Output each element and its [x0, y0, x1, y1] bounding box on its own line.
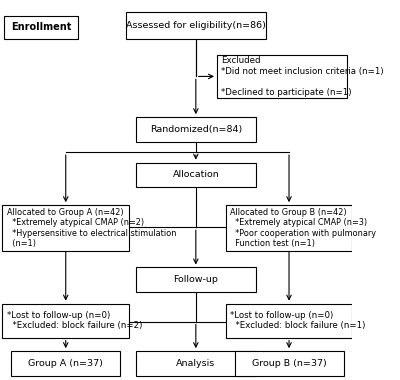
- Text: Follow-up: Follow-up: [174, 275, 218, 284]
- Text: Randomized(n=84): Randomized(n=84): [150, 125, 242, 134]
- FancyBboxPatch shape: [126, 12, 266, 38]
- Text: Group A (n=37): Group A (n=37): [28, 359, 103, 368]
- FancyBboxPatch shape: [136, 163, 256, 187]
- FancyBboxPatch shape: [136, 117, 256, 142]
- FancyBboxPatch shape: [226, 304, 352, 338]
- Text: Analysis: Analysis: [176, 359, 216, 368]
- Text: Excluded
*Did not meet inclusion criteria (n=1)

*Declined to participate (n=1): Excluded *Did not meet inclusion criteri…: [221, 56, 384, 97]
- Text: Assessed for eligibility(n=86): Assessed for eligibility(n=86): [126, 21, 266, 30]
- FancyBboxPatch shape: [136, 268, 256, 292]
- FancyBboxPatch shape: [2, 304, 129, 338]
- FancyBboxPatch shape: [226, 205, 352, 250]
- FancyBboxPatch shape: [136, 351, 256, 376]
- FancyBboxPatch shape: [11, 351, 120, 376]
- FancyBboxPatch shape: [4, 16, 78, 38]
- Text: Allocated to Group A (n=42)
  *Extremely atypical CMAP (n=2)
  *Hypersensitive t: Allocated to Group A (n=42) *Extremely a…: [7, 208, 176, 248]
- Text: *Lost to follow-up (n=0)
  *Excluded: block failure (n=2): *Lost to follow-up (n=0) *Excluded: bloc…: [7, 311, 142, 330]
- Text: Enrollment: Enrollment: [11, 22, 71, 32]
- Text: Allocation: Allocation: [172, 170, 219, 179]
- FancyBboxPatch shape: [234, 351, 344, 376]
- Text: Group B (n=37): Group B (n=37): [252, 359, 326, 368]
- Text: Allocated to Group B (n=42)
  *Extremely atypical CMAP (n=3)
  *Poor cooperation: Allocated to Group B (n=42) *Extremely a…: [230, 208, 376, 248]
- FancyBboxPatch shape: [2, 205, 129, 250]
- Text: *Lost to follow-up (n=0)
  *Excluded: block failure (n=1): *Lost to follow-up (n=0) *Excluded: bloc…: [230, 311, 365, 330]
- FancyBboxPatch shape: [217, 55, 347, 98]
